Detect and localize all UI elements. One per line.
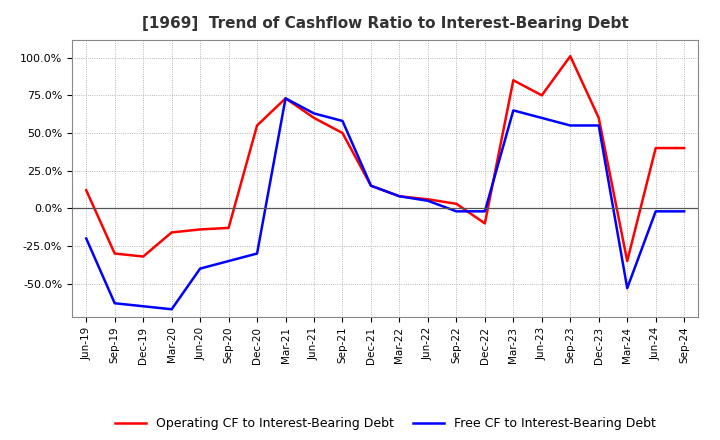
Operating CF to Interest-Bearing Debt bbox=[110, 251, 119, 256]
Free CF to Interest-Bearing Debt bbox=[452, 209, 461, 214]
Free CF to Interest-Bearing Debt bbox=[395, 194, 404, 199]
Operating CF to Interest-Bearing Debt bbox=[395, 194, 404, 199]
Operating CF to Interest-Bearing Debt bbox=[310, 115, 318, 121]
Operating CF to Interest-Bearing Debt bbox=[167, 230, 176, 235]
Free CF to Interest-Bearing Debt bbox=[623, 286, 631, 291]
Operating CF to Interest-Bearing Debt bbox=[139, 254, 148, 259]
Free CF to Interest-Bearing Debt bbox=[480, 209, 489, 214]
Operating CF to Interest-Bearing Debt bbox=[338, 130, 347, 136]
Line: Operating CF to Interest-Bearing Debt: Operating CF to Interest-Bearing Debt bbox=[86, 56, 684, 261]
Free CF to Interest-Bearing Debt bbox=[338, 118, 347, 124]
Operating CF to Interest-Bearing Debt bbox=[652, 146, 660, 151]
Operating CF to Interest-Bearing Debt bbox=[423, 197, 432, 202]
Free CF to Interest-Bearing Debt bbox=[680, 209, 688, 214]
Free CF to Interest-Bearing Debt bbox=[253, 251, 261, 256]
Operating CF to Interest-Bearing Debt bbox=[509, 77, 518, 83]
Free CF to Interest-Bearing Debt bbox=[282, 96, 290, 101]
Free CF to Interest-Bearing Debt bbox=[509, 108, 518, 113]
Free CF to Interest-Bearing Debt bbox=[139, 304, 148, 309]
Operating CF to Interest-Bearing Debt bbox=[537, 93, 546, 98]
Operating CF to Interest-Bearing Debt bbox=[82, 187, 91, 193]
Free CF to Interest-Bearing Debt bbox=[196, 266, 204, 271]
Operating CF to Interest-Bearing Debt bbox=[595, 115, 603, 121]
Operating CF to Interest-Bearing Debt bbox=[253, 123, 261, 128]
Free CF to Interest-Bearing Debt bbox=[652, 209, 660, 214]
Operating CF to Interest-Bearing Debt bbox=[282, 96, 290, 101]
Operating CF to Interest-Bearing Debt bbox=[225, 225, 233, 231]
Legend: Operating CF to Interest-Bearing Debt, Free CF to Interest-Bearing Debt: Operating CF to Interest-Bearing Debt, F… bbox=[109, 412, 661, 435]
Free CF to Interest-Bearing Debt bbox=[310, 111, 318, 116]
Free CF to Interest-Bearing Debt bbox=[366, 183, 375, 188]
Line: Free CF to Interest-Bearing Debt: Free CF to Interest-Bearing Debt bbox=[86, 99, 684, 309]
Free CF to Interest-Bearing Debt bbox=[423, 198, 432, 203]
Free CF to Interest-Bearing Debt bbox=[225, 258, 233, 264]
Title: [1969]  Trend of Cashflow Ratio to Interest-Bearing Debt: [1969] Trend of Cashflow Ratio to Intere… bbox=[142, 16, 629, 32]
Operating CF to Interest-Bearing Debt bbox=[452, 201, 461, 206]
Operating CF to Interest-Bearing Debt bbox=[680, 146, 688, 151]
Operating CF to Interest-Bearing Debt bbox=[196, 227, 204, 232]
Free CF to Interest-Bearing Debt bbox=[82, 236, 91, 241]
Free CF to Interest-Bearing Debt bbox=[566, 123, 575, 128]
Operating CF to Interest-Bearing Debt bbox=[366, 183, 375, 188]
Operating CF to Interest-Bearing Debt bbox=[566, 54, 575, 59]
Operating CF to Interest-Bearing Debt bbox=[623, 258, 631, 264]
Free CF to Interest-Bearing Debt bbox=[167, 307, 176, 312]
Free CF to Interest-Bearing Debt bbox=[110, 301, 119, 306]
Free CF to Interest-Bearing Debt bbox=[595, 123, 603, 128]
Free CF to Interest-Bearing Debt bbox=[537, 115, 546, 121]
Operating CF to Interest-Bearing Debt bbox=[480, 221, 489, 226]
